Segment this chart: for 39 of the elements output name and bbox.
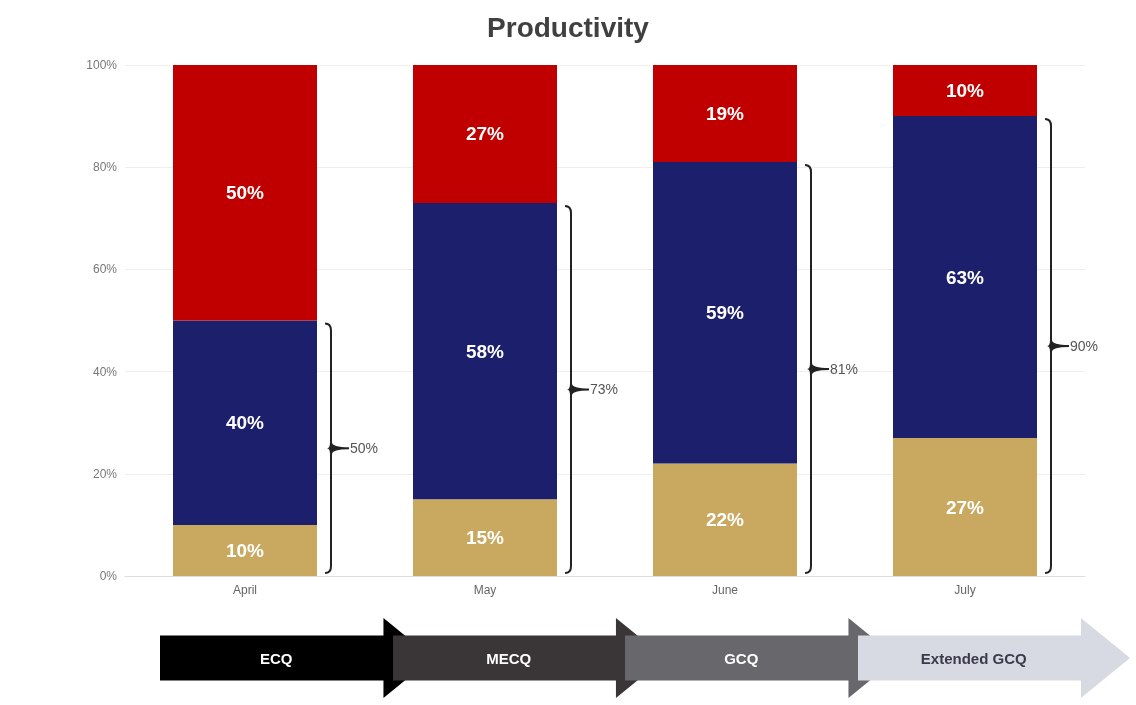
bar [653, 162, 797, 464]
bar [413, 499, 557, 576]
y-tick-label: 80% [92, 160, 118, 175]
bar [893, 65, 1037, 117]
data-label: 10% [945, 80, 985, 102]
data-label: 27% [465, 123, 505, 145]
annotation: 73% [590, 381, 619, 398]
data-label: 19% [705, 103, 745, 125]
y-tick-label: 60% [92, 262, 118, 277]
data-label: 10% [225, 539, 265, 561]
bar [653, 65, 797, 163]
data-label: 27% [945, 496, 985, 518]
annotation: 50% [350, 440, 379, 457]
y-tick-label: 100% [86, 58, 118, 72]
bar [413, 65, 557, 203]
data-label: 58% [465, 340, 505, 362]
data-label: 40% [225, 412, 265, 434]
data-label: 63% [945, 266, 985, 288]
data-label: 50% [225, 182, 265, 204]
x-tick-label: June [711, 583, 739, 597]
bar [893, 438, 1037, 576]
chart-title: Productivity [487, 11, 650, 43]
data-label: 15% [465, 527, 505, 549]
bar [653, 463, 797, 576]
bar [173, 65, 317, 321]
bar [413, 202, 557, 500]
x-tick-label: April [232, 583, 258, 597]
x-tick-label: July [954, 583, 976, 597]
y-tick-label: 0% [99, 569, 118, 583]
data-label: 59% [705, 302, 745, 324]
y-tick-label: 20% [92, 466, 118, 481]
x-tick-label: May [473, 583, 497, 597]
data-label: 22% [705, 509, 745, 531]
annotation: 81% [830, 361, 859, 378]
bar [173, 524, 317, 576]
annotation: 90% [1070, 338, 1099, 355]
y-tick-label: 40% [92, 364, 118, 379]
bar [173, 320, 317, 525]
bar [893, 116, 1037, 439]
